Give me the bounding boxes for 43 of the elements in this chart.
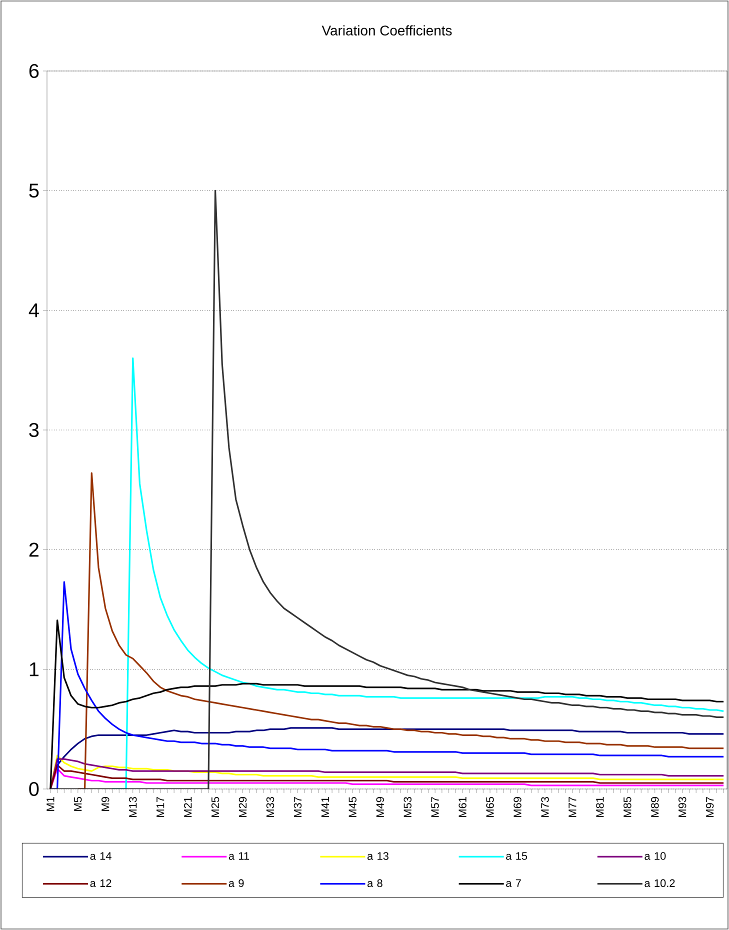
x-tick-label: M97 (706, 797, 714, 817)
legend-label: a 10 (644, 852, 666, 860)
x-tick-label: M1 (46, 797, 54, 811)
x-tick-label: M17 (156, 797, 164, 817)
x-tick-label: M57 (431, 797, 439, 817)
x-tick-label: M13 (128, 797, 137, 817)
legend-label: a 10.2 (644, 879, 675, 888)
x-tick-label: M89 (651, 797, 659, 817)
x-tick-label: M41 (321, 797, 329, 817)
x-tick-label: M25 (211, 796, 220, 817)
y-tick-label: 1 (30, 662, 39, 676)
x-tick-label: M69 (514, 797, 522, 817)
x-tick-label: M21 (184, 797, 192, 817)
legend-label: a 7 (506, 879, 521, 887)
x-tick-label: M61 (458, 797, 466, 817)
legend-label: a 12 (90, 879, 112, 888)
x-tick-label: M53 (404, 797, 412, 817)
x-tick-label: M49 (376, 797, 384, 817)
chart-title: Variation Coefficients (322, 25, 452, 36)
y-tick-label: 0 (29, 782, 39, 796)
legend-label: a 8 (367, 879, 382, 888)
x-tick-label: M33 (266, 797, 274, 817)
x-tick-label: M9 (102, 797, 110, 811)
x-tick-label: M29 (238, 797, 247, 817)
y-tick-label: 4 (28, 303, 39, 318)
legend-label: a 15 (506, 852, 528, 860)
legend-label: a 13 (367, 852, 388, 860)
x-tick-label: M5 (74, 796, 82, 811)
x-tick-label: M65 (486, 796, 494, 817)
x-tick-label: M37 (294, 797, 302, 817)
y-tick-label: 5 (29, 184, 39, 198)
x-tick-label: M77 (568, 797, 576, 817)
x-tick-label: M93 (678, 797, 686, 817)
y-tick-label: 3 (29, 422, 39, 438)
x-tick-label: M85 (624, 796, 632, 817)
y-tick-label: 2 (29, 542, 38, 557)
x-tick-label: M45 (348, 796, 356, 817)
legend-label: a 9 (228, 879, 244, 888)
x-tick-label: M73 (541, 797, 549, 817)
y-tick-label: 6 (29, 64, 39, 78)
legend-label: a 11 (228, 852, 250, 860)
legend-label: a 14 (90, 852, 112, 860)
x-tick-label: M81 (596, 797, 604, 817)
